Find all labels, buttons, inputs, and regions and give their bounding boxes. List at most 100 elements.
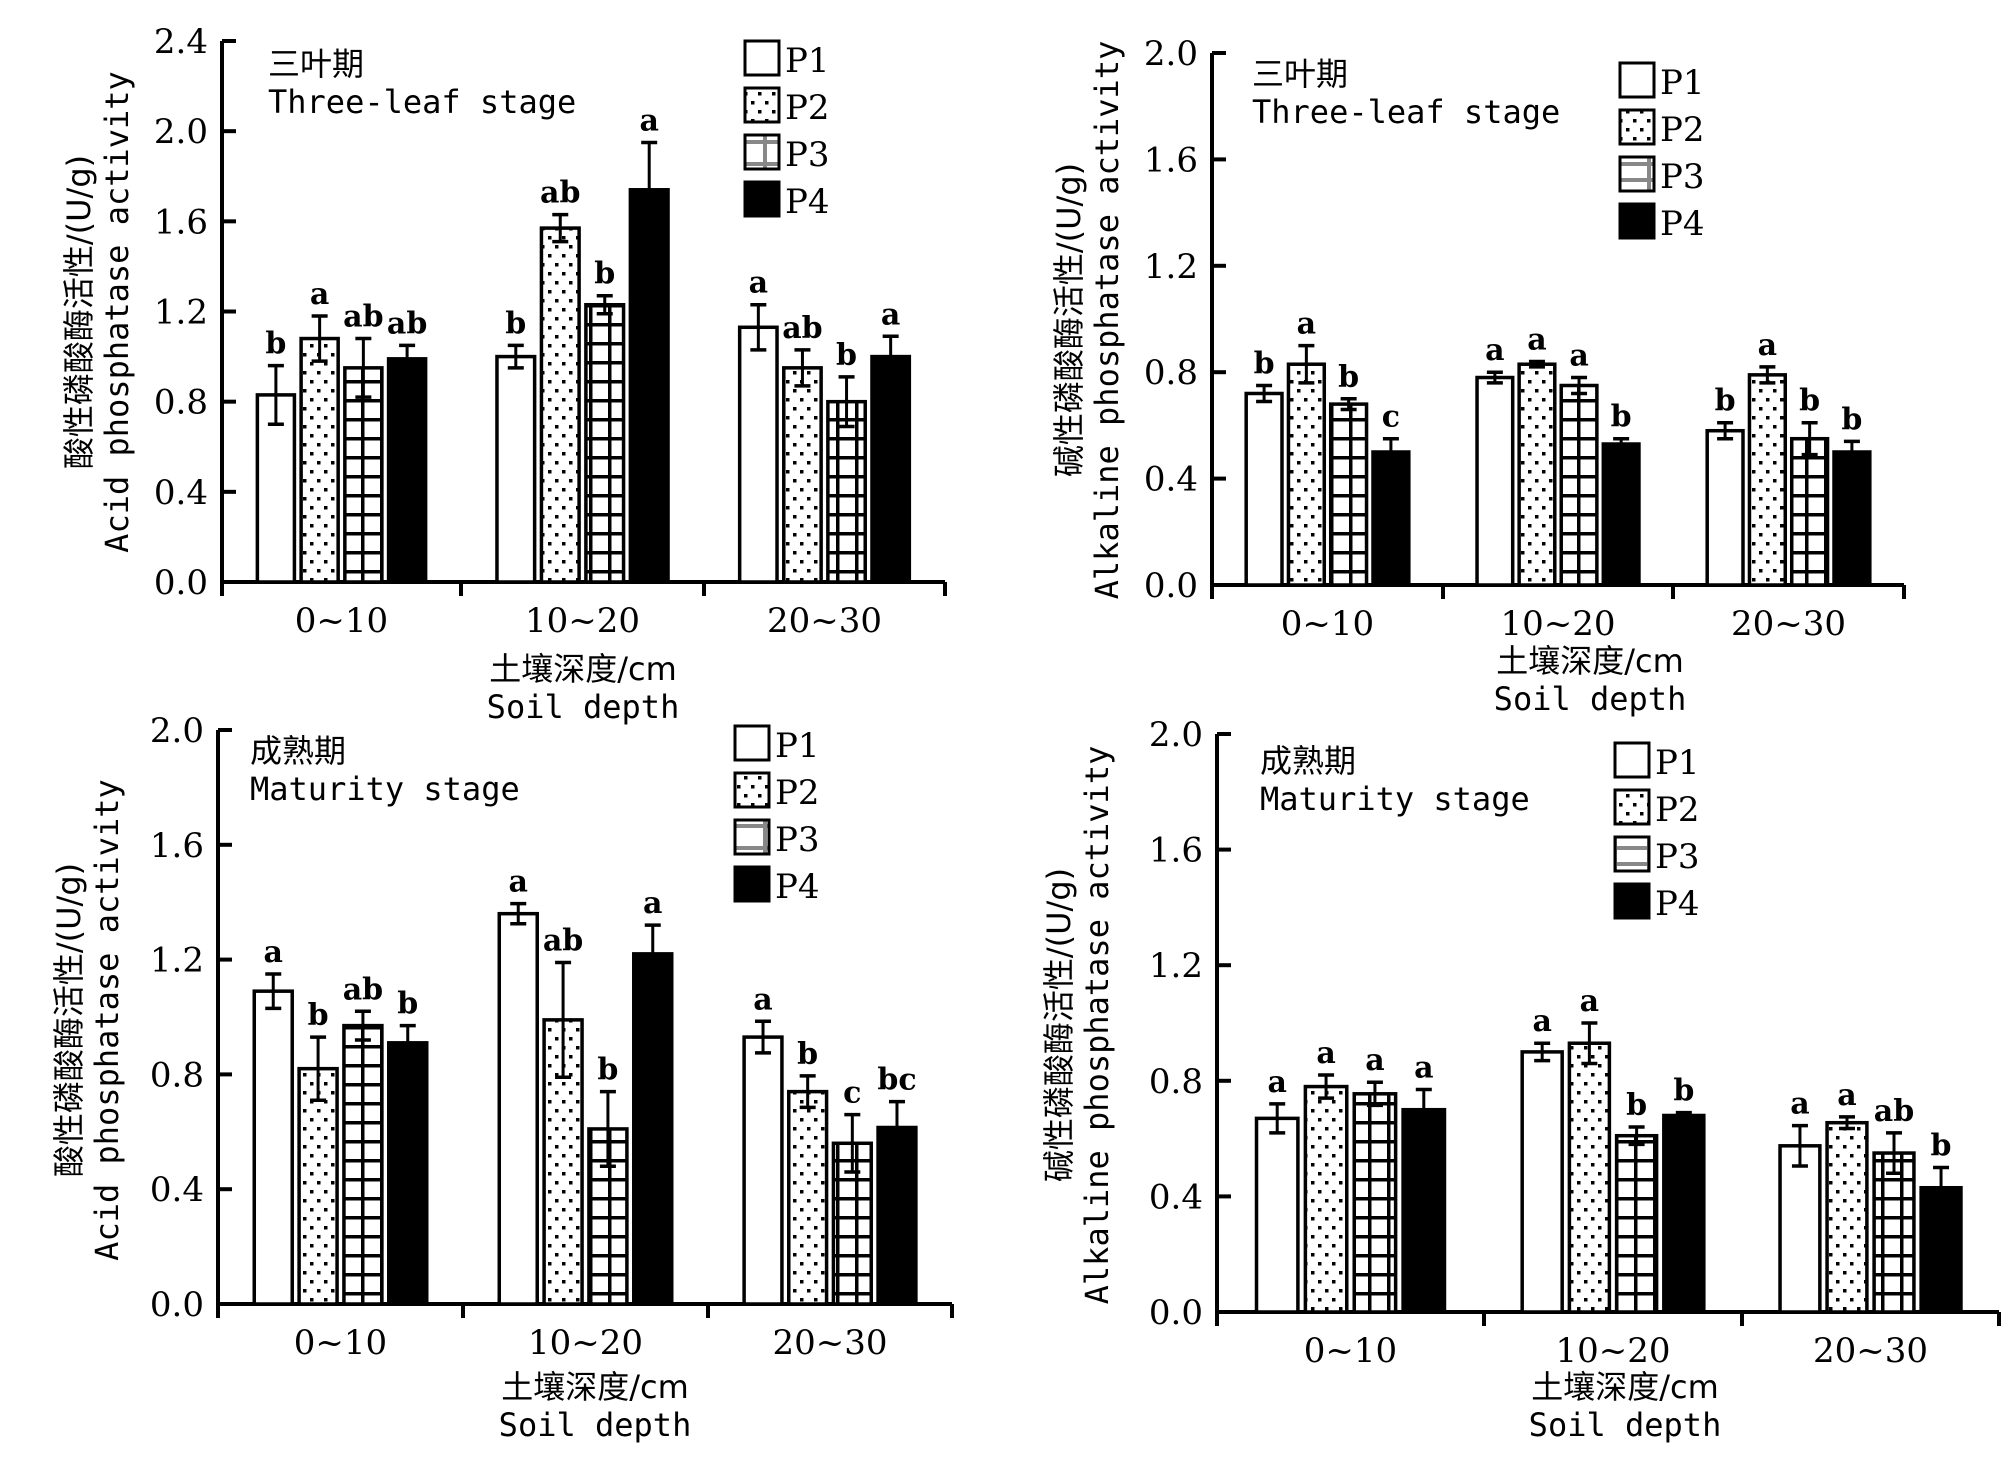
significance-letter: b: [1715, 384, 1736, 419]
y-tick-label: 1.2: [150, 941, 204, 981]
bar-p3-2: [1789, 436, 1830, 587]
significance-letter: a: [643, 886, 662, 921]
legend-swatch-p3: [743, 133, 781, 171]
bar-p1-2: [1778, 1144, 1822, 1314]
y-tick-label: 0.4: [1144, 460, 1198, 500]
significance-letter: a: [1414, 1050, 1433, 1085]
y-tick-label: 2.4: [154, 22, 208, 62]
bar-p1-2: [737, 325, 779, 584]
legend-label: P4: [785, 182, 830, 222]
y-axis-title: 碱性磷酸酶活性/(U/g) Alkaline phosphatase activi…: [1050, 41, 1126, 600]
stage-label-cn: 成熟期: [1260, 742, 1356, 780]
x-category-label: 0~10: [1304, 1331, 1397, 1371]
significance-letter: b: [594, 257, 615, 292]
bar-p4-1: [1601, 442, 1641, 587]
stage-label-cn: 三叶期: [1252, 55, 1348, 93]
legend-swatch-p1: [1613, 741, 1651, 779]
x-axis-title-cn: 土壤深度/cm: [489, 650, 677, 688]
x-category-label: 0~10: [294, 1323, 387, 1363]
bar-p1-1: [1520, 1050, 1564, 1314]
bar-p3-2: [826, 399, 867, 584]
significance-letter: ab: [387, 306, 427, 341]
significance-letter: b: [797, 1037, 818, 1072]
x-axis-title-cn: 土壤深度/cm: [1531, 1368, 1719, 1406]
y-tick-label: 0.4: [1149, 1177, 1203, 1217]
bar-p3-0: [343, 366, 384, 584]
y-axis-title-cn: 碱性磷酸酶活性/(U/g): [1050, 163, 1088, 477]
x-category-label: 0~10: [1281, 604, 1374, 644]
significance-letter: b: [1799, 384, 1820, 419]
y-axis-title-en: Acid phosphatase activity: [88, 779, 126, 1261]
legend-label: P4: [775, 867, 820, 907]
stage-label-en: Maturity stage: [250, 770, 520, 808]
legend-label: P1: [1660, 63, 1705, 103]
legend-swatch-p4: [1618, 202, 1656, 240]
legend-swatch-p2: [733, 771, 771, 809]
significance-letter: a: [1485, 333, 1504, 368]
bar-p4-0: [1371, 450, 1411, 587]
y-tick-label: 1.2: [1144, 247, 1198, 287]
bar-p2-2: [787, 1089, 829, 1306]
bar-p2-1: [1517, 362, 1557, 587]
y-axis-title-cn: 酸性磷酸酶活性/(U/g): [50, 863, 88, 1177]
bar-p2-2: [1747, 373, 1788, 587]
legend-swatch-p2: [1618, 108, 1656, 146]
significance-letter: ab: [343, 300, 383, 335]
stage-label-cn: 成熟期: [250, 732, 346, 770]
legend-swatch-p3: [733, 818, 771, 856]
bar-p3-1: [1559, 383, 1599, 587]
legend-swatch-p2: [743, 86, 781, 124]
y-tick-label: 2.0: [154, 112, 208, 152]
legend-swatch-p1: [743, 39, 781, 77]
legend-swatch-p3: [1613, 835, 1651, 873]
bar-p2-0: [1286, 362, 1327, 587]
x-category-label: 10~20: [1500, 604, 1615, 644]
bar-p4-1: [628, 188, 670, 584]
legend-swatch-p1: [1618, 61, 1656, 99]
significance-letter: a: [310, 277, 329, 312]
significance-letter: a: [1267, 1065, 1286, 1100]
bar-p4-0: [386, 357, 428, 584]
significance-letter: a: [1758, 328, 1777, 363]
bar-p2-2: [1825, 1120, 1869, 1314]
legend-label: P4: [1660, 204, 1705, 244]
bar-p1-1: [495, 354, 537, 584]
bar-p3-0: [342, 1023, 384, 1306]
bar-p1-0: [1254, 1116, 1300, 1314]
significance-letter: a: [1790, 1087, 1809, 1122]
bar-p3-0: [1352, 1092, 1398, 1314]
y-axis-title-en: Acid phosphatase activity: [98, 71, 136, 553]
stage-label-en: Three-leaf stage: [268, 83, 576, 121]
bar-p1-0: [255, 393, 297, 584]
y-tick-label: 1.6: [1149, 831, 1203, 871]
significance-letter: a: [639, 103, 658, 138]
y-axis-title-cn: 酸性磷酸酶活性/(U/g): [60, 155, 98, 469]
significance-letter: b: [1254, 347, 1275, 382]
legend-label: P1: [785, 41, 830, 81]
significance-letter: a: [1316, 1036, 1335, 1071]
significance-letter: a: [749, 266, 768, 301]
bar-p1-1: [497, 911, 539, 1306]
legend-label: P2: [1660, 110, 1705, 150]
significance-letter: b: [308, 998, 329, 1033]
bar-p2-1: [1567, 1041, 1612, 1314]
legend-label: P3: [1655, 837, 1700, 877]
bar-p4-0: [1401, 1107, 1447, 1314]
bar-p2-1: [539, 226, 581, 584]
legend-label: P3: [1660, 157, 1705, 197]
y-tick-label: 2.0: [150, 711, 204, 751]
bar-p4-1: [1662, 1113, 1706, 1314]
significance-letter: a: [1569, 339, 1588, 374]
y-tick-label: 0.8: [1144, 353, 1198, 393]
bar-p3-2: [1872, 1151, 1916, 1314]
significance-letter: a: [753, 982, 772, 1017]
significance-letter: b: [505, 306, 526, 341]
y-tick-label: 0.8: [1149, 1062, 1203, 1102]
bar-p1-1: [1475, 375, 1515, 587]
significance-letter: b: [1931, 1129, 1952, 1164]
y-axis-title-cn: 碱性磷酸酶活性/(U/g): [1040, 868, 1078, 1182]
y-tick-label: 0.8: [150, 1055, 204, 1095]
legend-label: P4: [1655, 884, 1700, 924]
